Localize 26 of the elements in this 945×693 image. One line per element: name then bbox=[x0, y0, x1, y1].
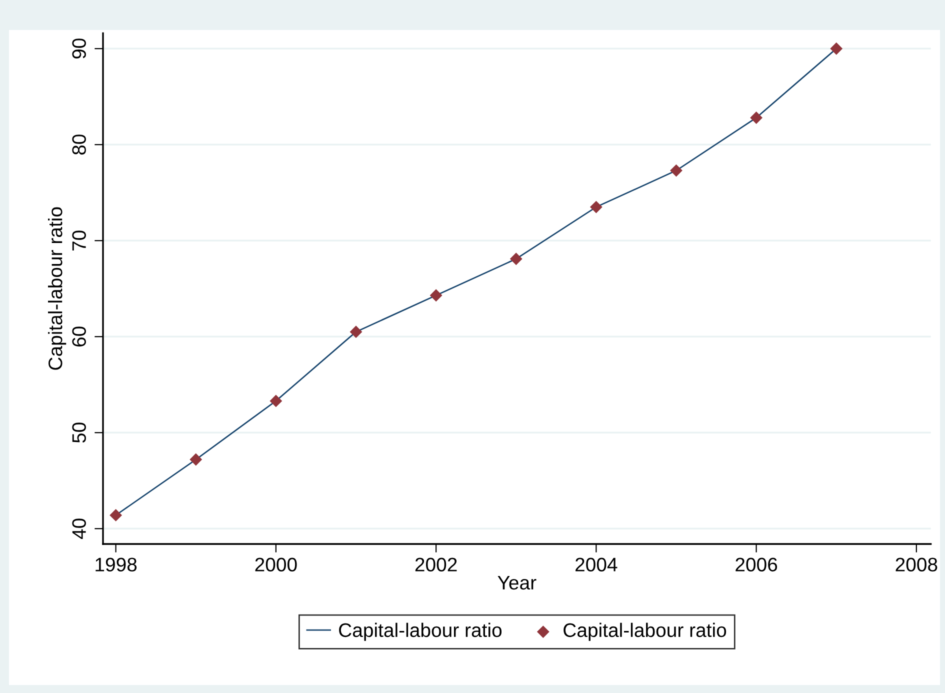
y-tick-label: 70 bbox=[72, 230, 86, 250]
y-tick-label: 40 bbox=[72, 518, 86, 540]
point bbox=[750, 112, 763, 124]
x-tick-label: 2000 bbox=[255, 558, 297, 572]
legend-label: Capital-labour ratio bbox=[339, 622, 502, 641]
x-tick-label: 1998 bbox=[96, 558, 137, 572]
point bbox=[590, 200, 602, 214]
point bbox=[270, 394, 282, 408]
point bbox=[830, 42, 843, 55]
y-tick-label: 50 bbox=[72, 422, 86, 443]
x-tick-label: 2008 bbox=[896, 558, 938, 572]
y-tick-label: 80 bbox=[72, 134, 86, 155]
x-tick-label: 2004 bbox=[576, 558, 618, 572]
point bbox=[110, 508, 122, 522]
y-axis-title: Capital-labour ratio bbox=[48, 207, 66, 370]
x-axis-title: Year bbox=[498, 576, 536, 590]
point bbox=[510, 252, 522, 266]
point bbox=[190, 453, 202, 466]
x-tick-label: 2002 bbox=[415, 558, 457, 572]
point bbox=[350, 326, 362, 338]
y-tick-label: 90 bbox=[72, 38, 86, 59]
point bbox=[430, 289, 442, 302]
legend-label: Capital-labour ratio bbox=[564, 622, 726, 641]
x-tick-label: 2006 bbox=[736, 558, 778, 572]
point bbox=[670, 164, 682, 177]
y-tick-label: 60 bbox=[72, 326, 86, 346]
